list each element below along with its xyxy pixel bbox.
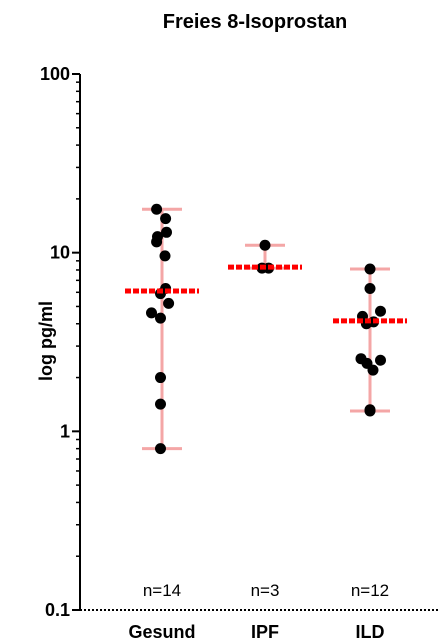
data-point: [151, 203, 163, 215]
labels: Gesund n=14 IPF n=3 ILD n=12: [128, 581, 389, 642]
data-points: [146, 203, 386, 455]
y-tick-label: 100: [40, 64, 70, 84]
data-point: [155, 443, 166, 455]
data-point: [375, 354, 386, 366]
n-count-label: n=12: [351, 581, 389, 600]
data-point: [163, 297, 175, 309]
data-point: [146, 307, 157, 319]
x-category-label: IPF: [251, 622, 279, 642]
axes: 0.1 1 10 100: [40, 64, 440, 620]
data-point: [367, 364, 379, 376]
n-count-label: n=3: [251, 581, 280, 600]
data-point: [155, 372, 166, 384]
data-point: [159, 250, 171, 262]
data-point: [160, 213, 172, 225]
y-axis-label: log pg/ml: [36, 301, 56, 381]
data-point: [155, 398, 166, 410]
n-count-label: n=14: [143, 581, 181, 600]
x-category-label: Gesund: [128, 622, 195, 642]
data-point: [375, 305, 386, 317]
data-point: [259, 239, 271, 251]
mean-lines: [125, 264, 407, 324]
data-point: [155, 312, 166, 324]
data-point: [161, 226, 172, 238]
data-point: [364, 283, 376, 295]
x-category-label: ILD: [356, 622, 385, 642]
data-point: [364, 263, 376, 275]
y-tick-label: 0.1: [45, 600, 70, 620]
y-tick-label: 10: [50, 243, 70, 263]
y-tick-label: 1: [60, 421, 70, 441]
data-point: [364, 404, 376, 416]
chart-title: Freies 8-Isoprostan: [163, 11, 348, 33]
data-point: [151, 236, 163, 248]
